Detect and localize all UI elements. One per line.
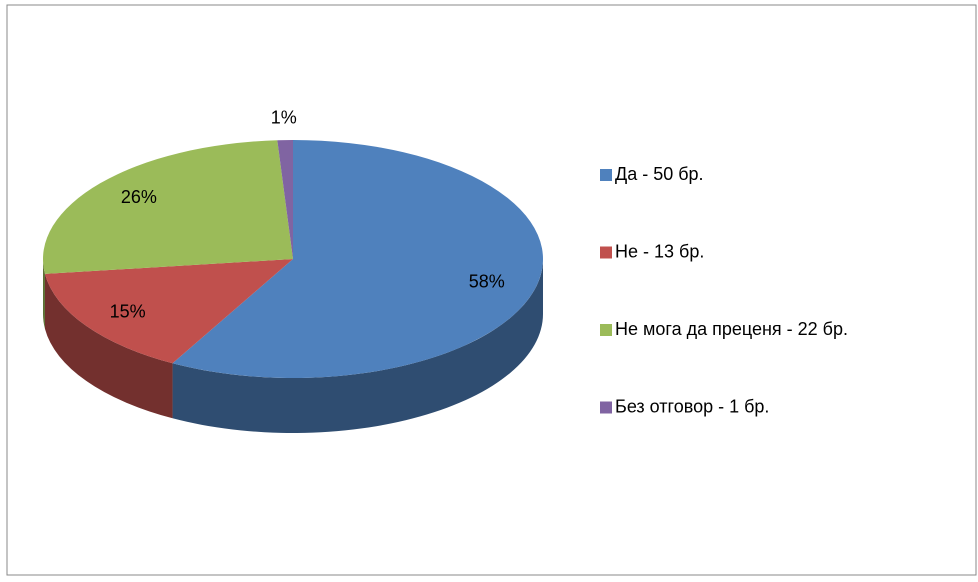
pie-slice bbox=[44, 259, 293, 364]
legend-swatch bbox=[600, 246, 612, 259]
legend-swatch bbox=[600, 324, 612, 336]
data-label: 1% bbox=[271, 107, 297, 127]
pie-side bbox=[172, 259, 544, 433]
pie-side bbox=[43, 259, 45, 329]
legend-swatch bbox=[600, 169, 612, 181]
pie-slice bbox=[172, 140, 543, 378]
legend-swatch bbox=[600, 401, 612, 414]
pie-slice bbox=[42, 140, 293, 274]
legend-label: Не - 13 бр. bbox=[615, 241, 704, 261]
data-label: 26% bbox=[121, 187, 157, 207]
legend-label: Да - 50 бр. bbox=[615, 164, 704, 184]
data-label: 15% bbox=[110, 301, 146, 321]
pie-slice bbox=[277, 140, 293, 259]
data-label: 58% bbox=[469, 271, 505, 291]
pie-side bbox=[44, 273, 173, 419]
legend-label: Не мога да преценя - 22 бр. bbox=[615, 319, 848, 339]
legend-label: Без отговор - 1 бр. bbox=[615, 396, 769, 416]
